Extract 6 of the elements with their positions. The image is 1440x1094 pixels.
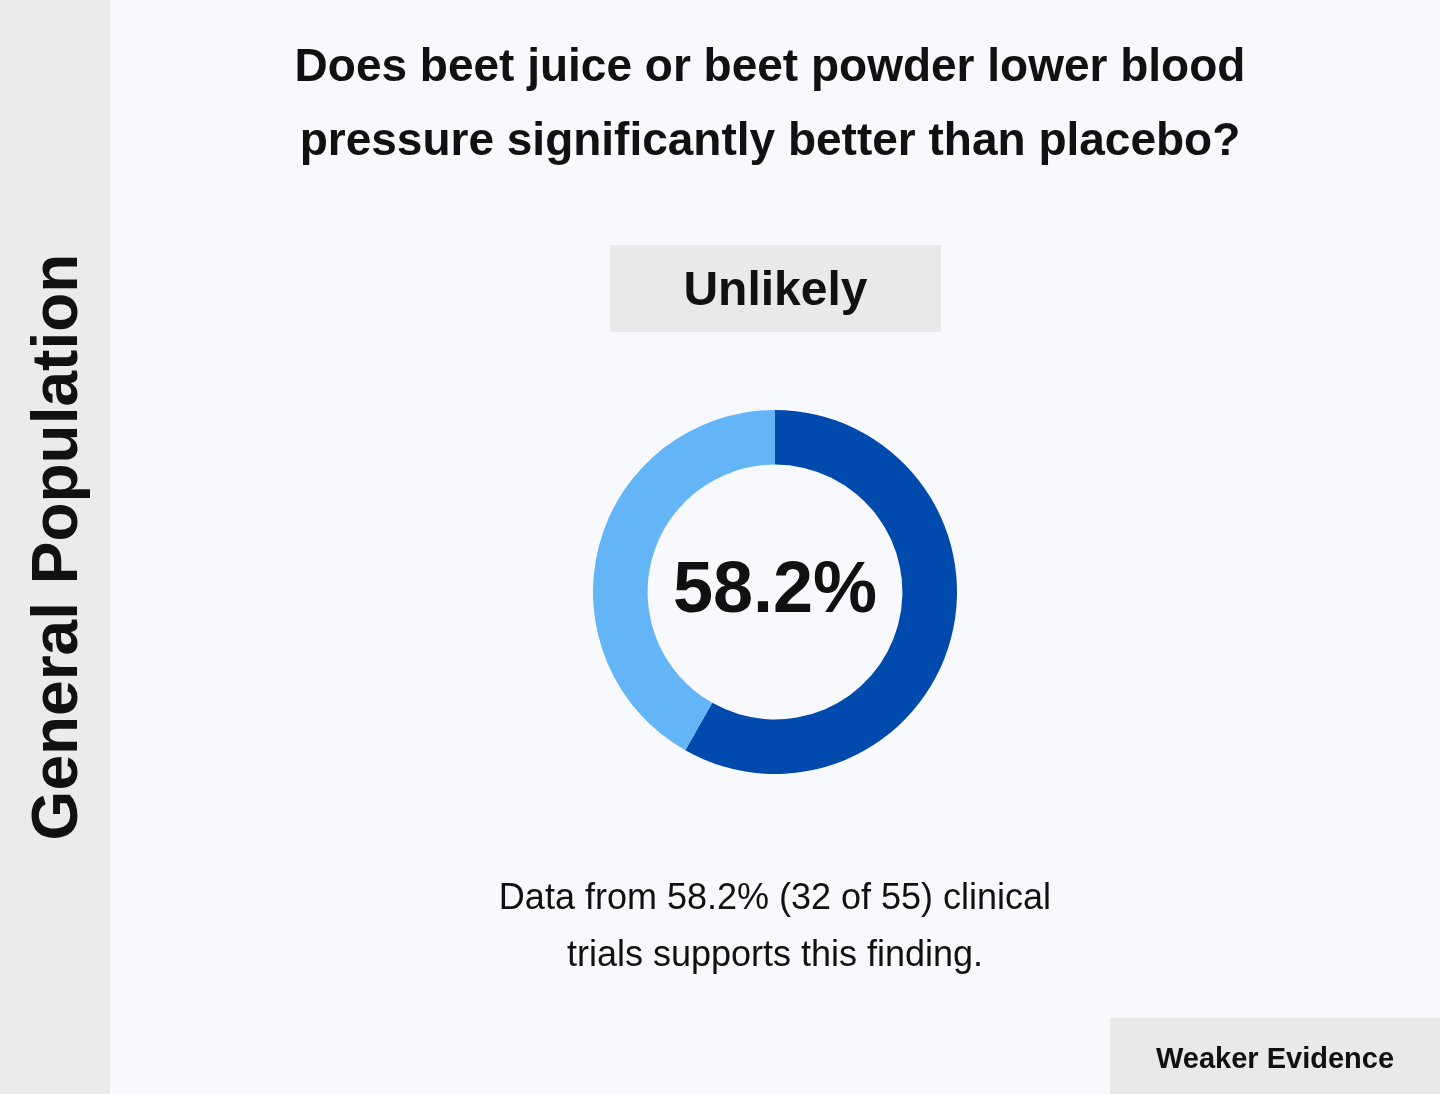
text: Data from 58.2% (32 of 55) clinical trials supports this finding.: [497, 875, 1053, 976]
chart-subtitle: Unlikely: [610, 245, 941, 332]
text: General Population: [18, 253, 92, 841]
chart-title: Does beet juice or beet powder lower blood pressure significantly better than placebo?: [293, 38, 1247, 167]
data-label: 58.2%: [672, 546, 878, 627]
text: Weaker Evidence: [1110, 1018, 1440, 1094]
